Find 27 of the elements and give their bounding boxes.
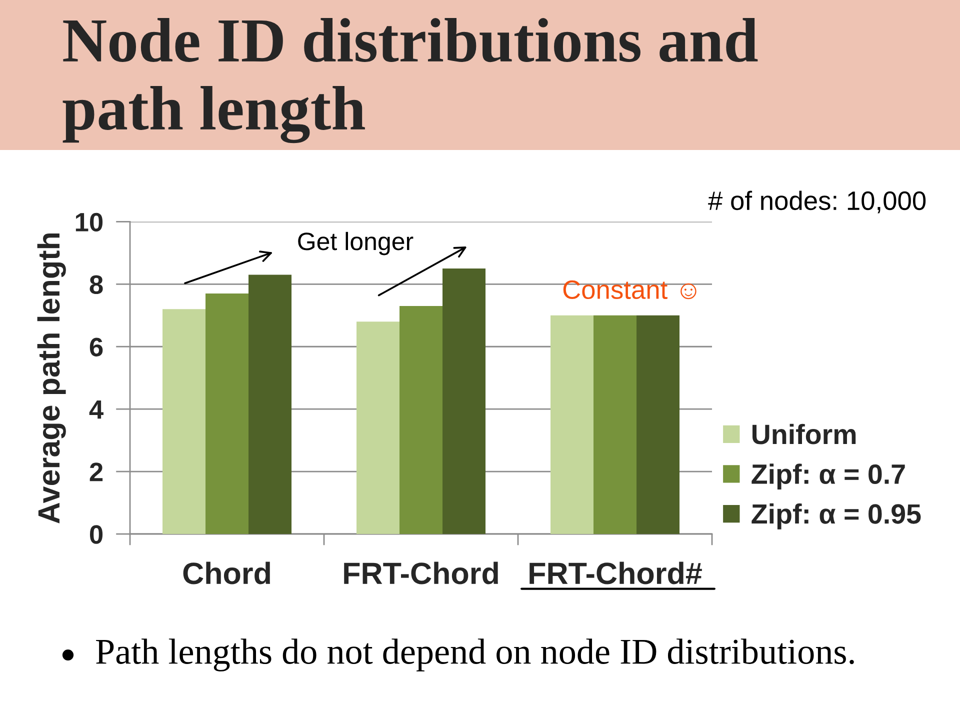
x-tick-label: FRT-Chord#	[530, 562, 702, 584]
bar	[636, 315, 680, 534]
bar	[206, 294, 248, 534]
chart-title: Node ID distributions and path length	[62, 18, 758, 144]
bar	[356, 322, 400, 534]
bar	[162, 309, 206, 534]
annotation: Get longer	[298, 232, 414, 256]
y-tick-label: 10	[76, 212, 103, 232]
bar	[594, 315, 636, 534]
y-tick-label: 6	[90, 338, 103, 356]
legend-label: Zipf: α = 0.95	[752, 503, 921, 530]
text: # of nodes: 10,000	[708, 190, 926, 214]
bar	[248, 274, 292, 534]
bar	[400, 306, 442, 534]
legend-label: Uniform	[752, 424, 856, 444]
text: Path lengths do not depend on node ID distributions.	[96, 638, 854, 672]
y-tick-label: 4	[89, 400, 104, 419]
y-tick-label: 8	[90, 275, 103, 294]
x-tick-label: Chord	[183, 562, 270, 584]
y-tick-label: 0	[90, 525, 103, 544]
annotation: Constant ☺	[563, 280, 696, 300]
bar	[442, 268, 486, 534]
x-tick-label: FRT-Chord	[344, 562, 498, 584]
y-axis-title: Average path length	[37, 233, 66, 524]
bar	[550, 315, 594, 534]
y-tick-label: 2	[90, 462, 103, 482]
legend-label: Zipf: α = 0.7	[752, 464, 905, 490]
